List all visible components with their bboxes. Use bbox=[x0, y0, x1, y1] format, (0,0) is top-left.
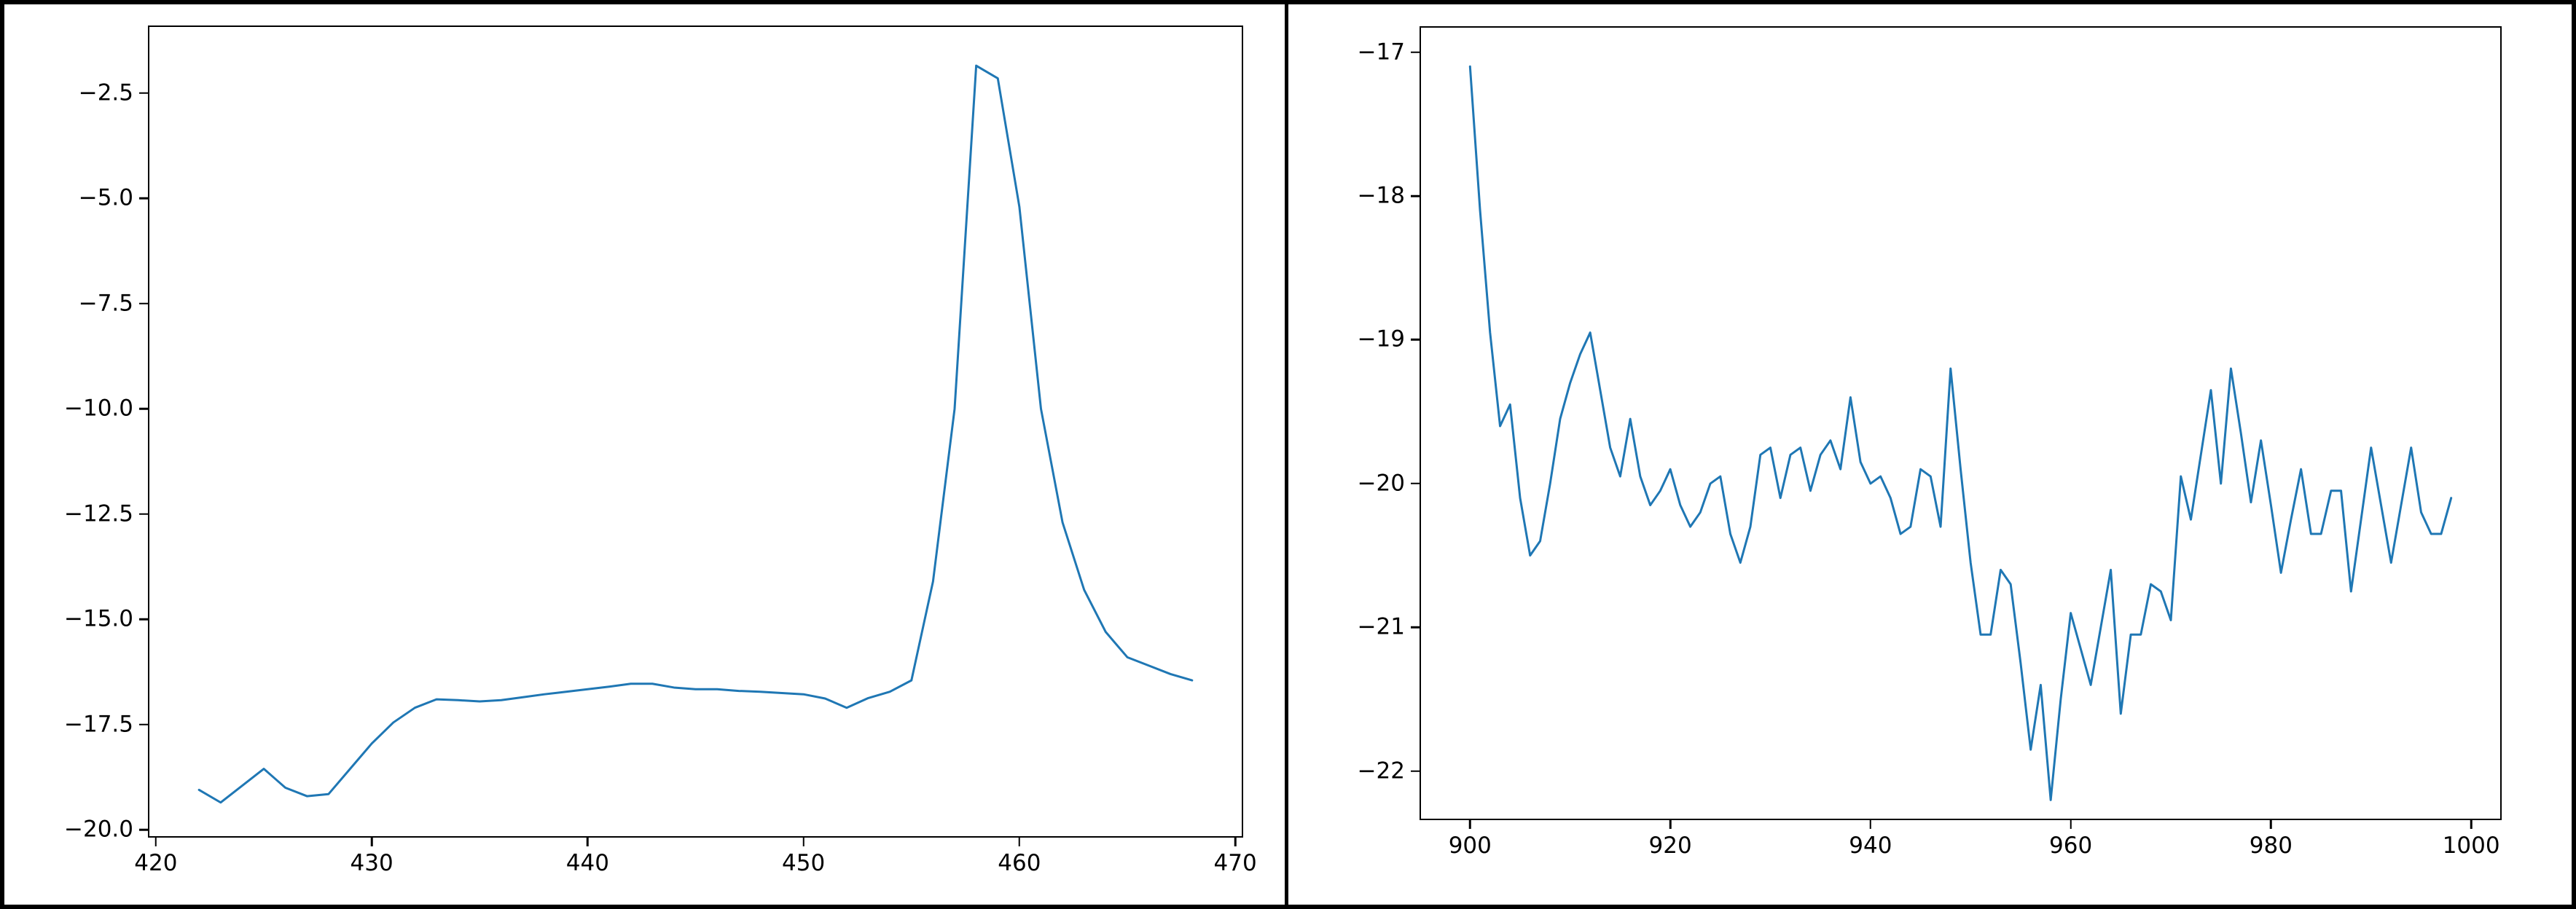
y-tick-mark bbox=[1411, 339, 1421, 341]
y-tick-label: −5.0 bbox=[78, 184, 133, 211]
y-tick-mark bbox=[139, 723, 149, 726]
x-tick-mark bbox=[587, 836, 589, 846]
y-tick-mark bbox=[139, 197, 149, 200]
x-tick-mark bbox=[802, 836, 804, 846]
x-tick-label: 900 bbox=[1448, 833, 1492, 859]
y-tick-label: −7.5 bbox=[78, 290, 133, 317]
x-tick-mark bbox=[1018, 836, 1021, 846]
y-tick-label: −18 bbox=[1357, 182, 1405, 209]
y-tick-mark bbox=[1411, 770, 1421, 773]
right-axes: 900 920 940 960 980 1000 −17 −18 −19 −20 −21 −22 bbox=[1358, 26, 2502, 857]
x-tick-mark bbox=[1669, 819, 1672, 829]
y-tick-label: −19 bbox=[1357, 326, 1405, 353]
x-tick-label: 1000 bbox=[2442, 833, 2500, 859]
x-tick-label: 470 bbox=[1213, 850, 1257, 876]
left-figure-panel: 420 430 440 450 460 470 −2.5 −5.0 −7.5 −10.0 −12.5… bbox=[4, 4, 1280, 905]
y-tick-mark bbox=[139, 829, 149, 831]
y-tick-label: −22 bbox=[1357, 758, 1405, 784]
x-tick-mark bbox=[154, 836, 157, 846]
x-tick-label: 920 bbox=[1648, 833, 1692, 859]
x-tick-mark bbox=[1234, 836, 1237, 846]
y-tick-label: −20 bbox=[1357, 470, 1405, 497]
right-figure-panel: 900 920 940 960 980 1000 −17 −18 −19 −20 −21 −22 bbox=[1288, 4, 2572, 905]
right-series-line bbox=[1470, 66, 2451, 800]
y-tick-mark bbox=[139, 513, 149, 516]
x-tick-label: 440 bbox=[565, 850, 609, 876]
y-tick-mark bbox=[1411, 51, 1421, 53]
x-tick-label: 940 bbox=[1849, 833, 1892, 859]
x-tick-label: 460 bbox=[998, 850, 1041, 876]
left-series-line bbox=[199, 66, 1192, 803]
y-tick-mark bbox=[139, 92, 149, 94]
y-tick-mark bbox=[1411, 194, 1421, 197]
right-line-plot bbox=[1421, 28, 2500, 819]
x-tick-mark bbox=[2470, 819, 2473, 829]
y-tick-mark bbox=[139, 302, 149, 305]
y-tick-mark bbox=[1411, 626, 1421, 629]
x-tick-mark bbox=[1469, 819, 1471, 829]
x-tick-label: 420 bbox=[134, 850, 178, 876]
y-tick-label: −21 bbox=[1357, 613, 1405, 640]
y-tick-label: −2.5 bbox=[78, 79, 133, 106]
y-tick-label: −10.0 bbox=[64, 395, 133, 422]
left-line-plot bbox=[149, 27, 1242, 836]
y-tick-mark bbox=[1411, 482, 1421, 485]
x-tick-label: 450 bbox=[782, 850, 826, 876]
left-axes: 420 430 440 450 460 470 −2.5 −5.0 −7.5 −10.0 −12.5… bbox=[64, 25, 1257, 875]
x-tick-label: 430 bbox=[350, 850, 394, 876]
x-tick-mark bbox=[2270, 819, 2272, 829]
x-tick-label: 960 bbox=[2049, 833, 2093, 859]
x-tick-mark bbox=[2070, 819, 2072, 829]
y-tick-label: −12.5 bbox=[64, 500, 133, 527]
y-tick-label: −17 bbox=[1357, 39, 1405, 66]
x-tick-mark bbox=[1869, 819, 1872, 829]
x-tick-label: 980 bbox=[2249, 833, 2293, 859]
x-tick-mark bbox=[370, 836, 373, 846]
y-tick-label: −17.5 bbox=[64, 711, 133, 738]
y-tick-mark bbox=[139, 408, 149, 410]
panel-divider bbox=[1285, 4, 1288, 905]
y-tick-label: −20.0 bbox=[64, 816, 133, 843]
y-tick-label: −15.0 bbox=[64, 605, 133, 632]
y-tick-mark bbox=[139, 618, 149, 621]
